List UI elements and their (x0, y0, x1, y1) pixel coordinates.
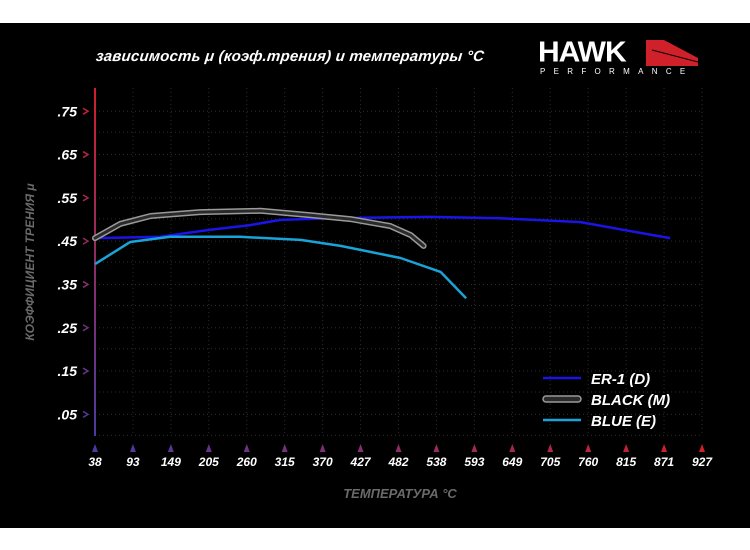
x-tick-mark (661, 444, 668, 452)
x-tick-mark (205, 444, 212, 452)
x-tick-label: 93 (126, 455, 140, 469)
chart-panel (0, 23, 750, 528)
x-tick-mark (585, 444, 592, 452)
x-tick-mark (509, 444, 516, 452)
x-tick-mark (129, 444, 136, 452)
x-tick-mark (92, 444, 98, 452)
x-tick-mark (547, 444, 554, 452)
x-tick-label: 649 (502, 455, 522, 469)
x-tick-label: 705 (540, 455, 560, 469)
x-tick-label: 538 (426, 455, 446, 469)
y-tick-mark (82, 194, 90, 202)
series-line-black (93, 209, 426, 248)
x-tick-label: 760 (578, 455, 598, 469)
legend-label: BLACK (M) (591, 392, 670, 409)
x-tick-mark (319, 444, 326, 452)
x-tick-label: 593 (464, 455, 484, 469)
y-tick-mark (82, 237, 90, 245)
x-tick-mark (357, 444, 364, 452)
x-tick-label: 315 (275, 455, 295, 469)
x-tick-mark (699, 444, 705, 452)
x-tick-mark (243, 444, 250, 452)
legend-label: BLUE (E) (591, 413, 656, 430)
x-tick-mark (167, 444, 174, 452)
y-tick-mark (82, 150, 90, 159)
legend-label: ER-1 (D) (591, 371, 650, 388)
x-tick-mark (281, 444, 288, 452)
y-tick-label: .65 (58, 147, 78, 163)
x-tick-mark (395, 444, 402, 452)
y-tick-label: .35 (58, 276, 78, 292)
y-tick-label: .05 (58, 406, 78, 422)
x-tick-label: 927 (692, 455, 713, 469)
series-line-blue (94, 235, 467, 300)
y-axis-label: КОЭФФИЦИЕНТ ТРЕНИЯ μ (23, 183, 37, 341)
y-tick-label: .25 (58, 320, 78, 336)
x-tick-label: 482 (387, 455, 408, 469)
x-tick-mark (623, 444, 630, 452)
logo-sub: PERFORMANCE (540, 67, 694, 76)
x-tick-mark (433, 444, 440, 452)
y-tick-label: .45 (58, 233, 78, 249)
y-tick-mark (82, 107, 90, 115)
y-tick-label: .75 (58, 103, 78, 119)
legend-swatch-black (542, 395, 582, 403)
logo-brand: HAWK (538, 36, 627, 69)
x-tick-label: 38 (88, 455, 102, 469)
x-tick-label: 871 (654, 455, 674, 469)
y-tick-mark (82, 367, 90, 375)
y-tick-label: .55 (58, 190, 78, 206)
x-tick-label: 427 (350, 455, 372, 469)
logo-wing-icon (646, 40, 699, 66)
hawk-logo: HAWK PERFORMANCE (538, 36, 708, 80)
x-tick-label: 815 (616, 455, 636, 469)
y-axis-line (94, 88, 96, 436)
x-tick-label: 370 (313, 455, 333, 469)
x-tick-label: 149 (161, 455, 181, 469)
y-tick-mark (82, 280, 90, 289)
x-axis-label: ТЕМПЕРАТУРА °C (343, 486, 457, 501)
x-tick-label: 260 (236, 455, 257, 469)
x-tick-mark (471, 444, 478, 452)
y-tick-mark (82, 324, 90, 332)
y-tick-label: .15 (58, 363, 78, 379)
y-tick-mark (82, 410, 90, 418)
x-tick-label: 205 (198, 455, 219, 469)
